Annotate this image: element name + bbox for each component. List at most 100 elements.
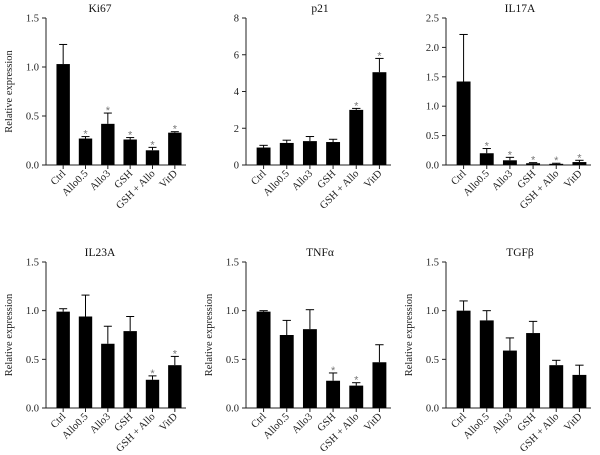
y-tick-label: 1.5 <box>226 258 239 269</box>
category-label: Ctrl <box>449 168 468 187</box>
category-label: Allo3 <box>290 168 315 193</box>
significance-marker: * <box>173 124 178 136</box>
bar-allo3 <box>302 329 317 408</box>
bar-allo0-5 <box>279 142 294 165</box>
bar-vitd <box>572 162 587 165</box>
chart-panel-3: IL17A 0.0 0.5 1.0 1.5 2.0 2.5 Ctrl * Allo0.5 * Allo… <box>426 3 591 212</box>
category-label: VitD <box>562 168 584 190</box>
bar-gsh-allo <box>349 385 364 408</box>
y-tick-label: 2 <box>234 124 239 135</box>
category-label: Ctrl <box>249 411 268 430</box>
significance-marker: * <box>150 139 155 151</box>
significance-marker: * <box>354 375 359 387</box>
bar-vitd <box>372 362 387 408</box>
bar-gsh-allo <box>549 365 564 408</box>
y-tick-label: 0 <box>234 161 239 172</box>
y-tick-label: 1.0 <box>26 63 39 74</box>
y-tick-label: 0.5 <box>26 112 39 123</box>
bar-ctrl <box>56 311 70 408</box>
significance-marker: * <box>531 155 536 167</box>
bar-allo0-5 <box>78 316 93 408</box>
bar-gsh <box>326 142 341 165</box>
significance-marker: * <box>485 141 490 153</box>
bar-gsh-allo <box>145 379 160 408</box>
bar-gsh-allo <box>349 109 364 165</box>
category-label: VitD <box>158 168 180 190</box>
y-axis-label: Relative expression <box>204 293 215 376</box>
bar-ctrl <box>456 310 471 408</box>
y-axis-label: Relative expression <box>4 293 15 376</box>
category-label: Allo3 <box>88 168 113 193</box>
significance-marker: * <box>150 368 155 380</box>
category-label: Allo0.5 <box>462 168 492 198</box>
bar-allo3 <box>502 350 517 408</box>
y-tick-label: 0.5 <box>26 355 39 366</box>
bar-ctrl <box>456 81 471 165</box>
bar-ctrl <box>256 147 271 165</box>
y-tick-label: 1.0 <box>426 306 439 317</box>
bar-vitd <box>168 365 182 408</box>
y-axis-label: Relative expression <box>4 49 15 132</box>
significance-marker: * <box>354 100 359 112</box>
bar-allo0-5 <box>279 335 294 408</box>
significance-marker: * <box>377 50 382 62</box>
bar-gsh-allo <box>549 163 564 165</box>
y-tick-label: 1.5 <box>426 258 439 269</box>
y-tick-label: 4 <box>234 87 240 98</box>
y-tick-label: 6 <box>234 50 239 61</box>
y-tick-label: 0.5 <box>226 355 239 366</box>
y-tick-label: 0.0 <box>226 404 239 415</box>
bar-allo0-5 <box>78 138 93 165</box>
significance-marker: * <box>83 129 88 141</box>
bar-allo0-5 <box>479 320 494 408</box>
y-tick-label: 0.5 <box>426 131 439 142</box>
y-tick-label: 1.0 <box>426 102 439 113</box>
bar-ctrl <box>56 64 70 165</box>
category-label: Allo0.5 <box>262 411 292 441</box>
bar-gsh <box>123 139 137 165</box>
category-label: VitD <box>362 411 384 433</box>
y-tick-label: 1.5 <box>426 72 439 83</box>
category-label: Allo0.5 <box>262 168 292 198</box>
bar-vitd <box>168 132 182 165</box>
bar-vitd <box>572 374 587 408</box>
significance-marker: * <box>508 149 513 161</box>
bar-gsh <box>326 380 341 408</box>
significance-marker: * <box>173 348 178 360</box>
chart-title: TNFα <box>306 247 334 259</box>
y-tick-label: 2.0 <box>426 43 439 54</box>
chart-title: IL23A <box>85 247 116 259</box>
chart-title: p21 <box>311 3 329 15</box>
y-tick-label: 1.5 <box>26 258 39 269</box>
bar-ctrl <box>256 311 271 408</box>
y-tick-label: 0.0 <box>26 161 39 172</box>
significance-marker: * <box>106 105 111 117</box>
category-label: Ctrl <box>449 411 468 430</box>
y-tick-label: 1.0 <box>226 306 239 317</box>
significance-marker: * <box>331 365 336 377</box>
bar-gsh <box>526 163 541 165</box>
y-tick-label: 1.0 <box>26 306 39 317</box>
y-tick-label: 0.0 <box>426 404 439 415</box>
significance-marker: * <box>554 155 559 167</box>
bar-gsh <box>526 333 541 408</box>
bar-gsh-allo <box>145 150 160 165</box>
category-label: Allo0.5 <box>462 411 492 441</box>
y-axis-label: Relative expression <box>404 293 415 376</box>
bar-gsh <box>123 331 137 408</box>
category-label: VitD <box>562 411 584 433</box>
bar-allo3 <box>101 343 115 408</box>
y-tick-label: 1.5 <box>26 14 39 25</box>
bar-allo3 <box>502 160 517 165</box>
bar-allo3 <box>101 123 115 165</box>
bar-allo0-5 <box>479 153 494 165</box>
bar-vitd <box>372 72 387 165</box>
category-label: Allo3 <box>490 411 515 436</box>
category-label: Allo3 <box>290 411 315 436</box>
